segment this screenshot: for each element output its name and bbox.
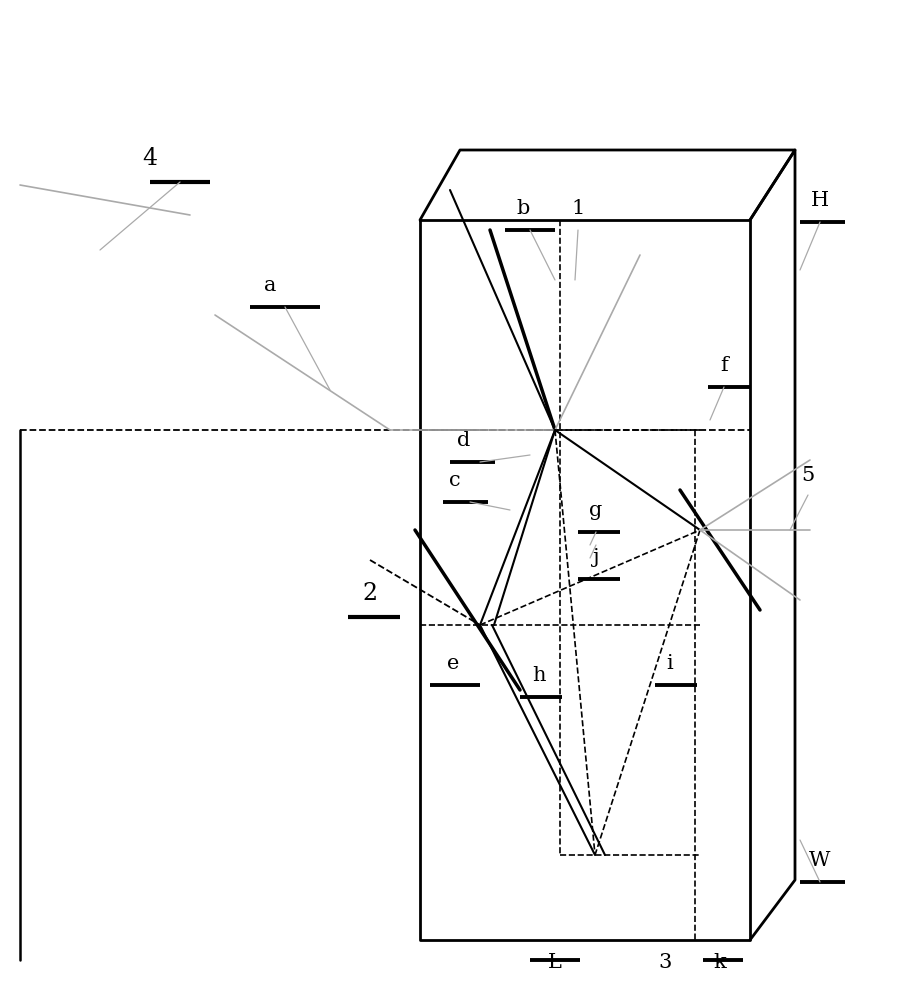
Text: 3: 3 (658, 953, 672, 972)
Text: d: d (457, 431, 470, 450)
Text: i: i (666, 654, 674, 673)
Text: 2: 2 (362, 582, 378, 605)
Text: L: L (548, 953, 561, 972)
Text: b: b (517, 199, 530, 218)
Text: j: j (593, 548, 599, 567)
Text: W: W (809, 851, 831, 870)
Text: 1: 1 (572, 199, 584, 218)
Text: 4: 4 (142, 147, 158, 170)
Text: k: k (714, 953, 727, 972)
Text: e: e (446, 654, 459, 673)
Text: 5: 5 (802, 466, 814, 485)
Text: H: H (811, 191, 829, 210)
Text: c: c (449, 471, 461, 490)
Text: g: g (590, 501, 603, 520)
Text: a: a (264, 276, 277, 295)
Text: h: h (532, 666, 546, 685)
Text: f: f (720, 356, 728, 375)
